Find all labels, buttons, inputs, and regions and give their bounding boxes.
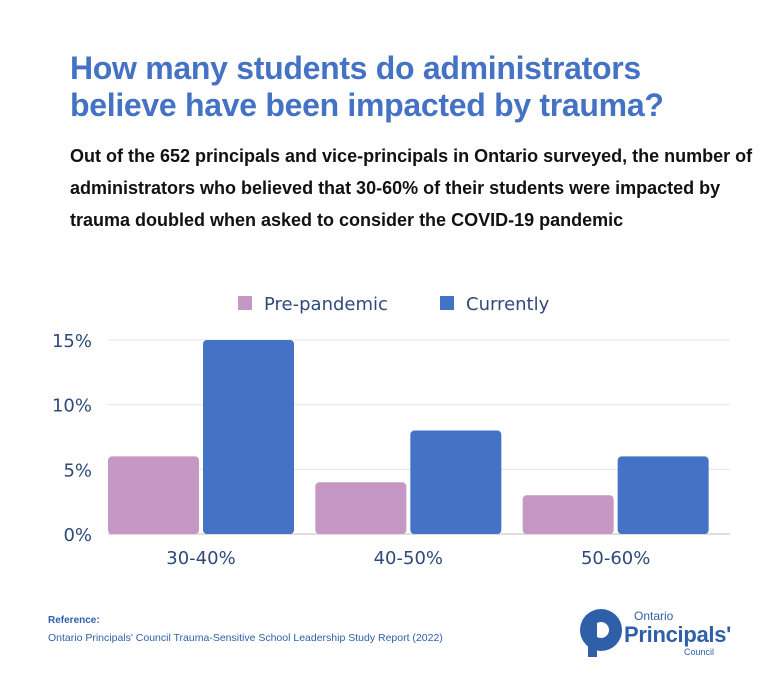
x-tick-label: 40-50% (374, 548, 443, 569)
y-axis: 0% 5% 10% 15% (52, 331, 92, 546)
ontario-principals-council-logo: Ontario Principals' Council (578, 605, 738, 661)
legend-label: Pre-pandemic (264, 294, 388, 315)
bar-pre-pandemic-30-40- (108, 456, 199, 534)
logo-text-principals: Principals' (624, 622, 732, 647)
legend: Pre-pandemic Currently (238, 294, 550, 315)
logo-text-ontario: Ontario (634, 609, 674, 623)
chart-title: How many students do administrators beli… (70, 50, 664, 123)
y-tick-label: 0% (63, 525, 92, 546)
x-axis: 30-40% 40-50% 50-60% (166, 548, 650, 569)
logo-p-icon (580, 609, 622, 657)
bar-chart: Pre-pandemic Currently 0% 5% 10% 15% 30-40% 4… (52, 294, 730, 569)
bar-pre-pandemic-50-60- (522, 495, 614, 534)
legend-swatch (440, 296, 454, 310)
legend-swatch (238, 296, 252, 310)
x-tick-label: 30-40% (166, 548, 235, 569)
bars (108, 340, 709, 534)
x-tick-label: 50-60% (581, 548, 650, 569)
bar-currently-50-60- (617, 456, 709, 534)
logo-text-council: Council (684, 647, 715, 657)
bar-currently-30-40- (203, 340, 294, 534)
bar-currently-40-50- (410, 430, 502, 534)
y-tick-label: 15% (52, 331, 92, 352)
reference-text: Ontario Principals' Council Trauma-Sensi… (48, 632, 443, 644)
chart-subtitle: Out of the 652 principals and vice-princ… (70, 146, 753, 230)
y-tick-label: 10% (52, 396, 92, 417)
legend-label: Currently (466, 294, 550, 315)
y-tick-label: 5% (63, 460, 92, 481)
bar-pre-pandemic-40-50- (315, 482, 407, 534)
reference-label: Reference: (48, 615, 100, 626)
